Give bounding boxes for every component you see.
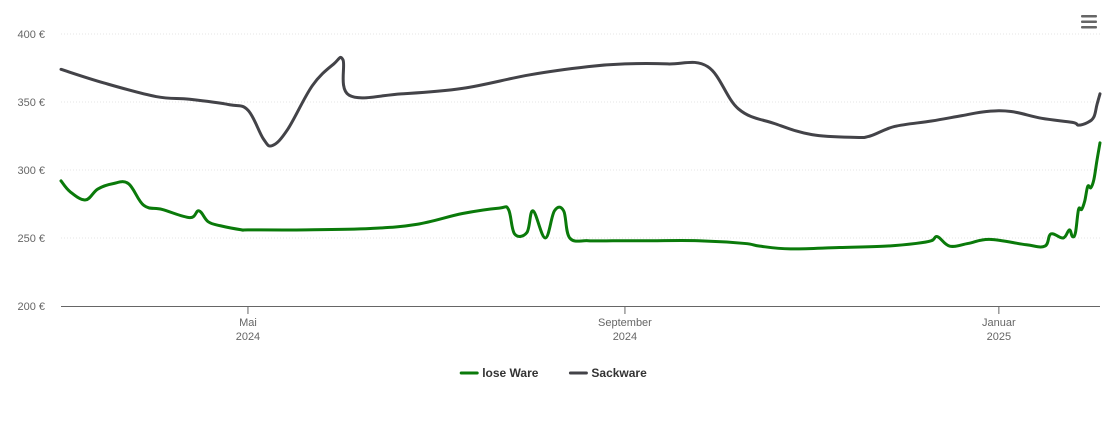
legend: lose Ware Sackware	[459, 366, 647, 380]
y-tick-label: 350 €	[17, 97, 45, 109]
hamburger-menu-icon	[1081, 15, 1097, 29]
y-tick-label: 250 €	[17, 233, 45, 245]
legend-label: Sackware	[591, 366, 647, 380]
x-tick-label: September	[598, 317, 652, 329]
y-tick-label: 300 €	[17, 165, 45, 177]
y-tick-label: 200 €	[17, 301, 45, 313]
y-tick-label: 400 €	[17, 29, 45, 41]
axes: 200 € 250 € 300 € 350 € 400 € Mai 2024 Septembe…	[17, 29, 1100, 343]
x-tick-label: Januar	[982, 317, 1016, 329]
x-tick-year-label: 2024	[236, 331, 260, 343]
x-tick-year-label: 2024	[613, 331, 637, 343]
series-line-sackware	[59, 55, 1102, 148]
x-tick-label: Mai	[239, 317, 257, 329]
chart-menu-button[interactable]	[1074, 8, 1104, 34]
series-lines	[59, 55, 1102, 251]
series-line-lose-ware	[59, 141, 1102, 251]
legend-item-lose-ware[interactable]: lose Ware	[459, 366, 539, 380]
legend-label: lose Ware	[482, 366, 539, 380]
grid	[61, 33, 1100, 239]
x-tick-year-label: 2025	[987, 331, 1011, 343]
legend-item-sackware[interactable]: Sackware	[568, 366, 647, 380]
